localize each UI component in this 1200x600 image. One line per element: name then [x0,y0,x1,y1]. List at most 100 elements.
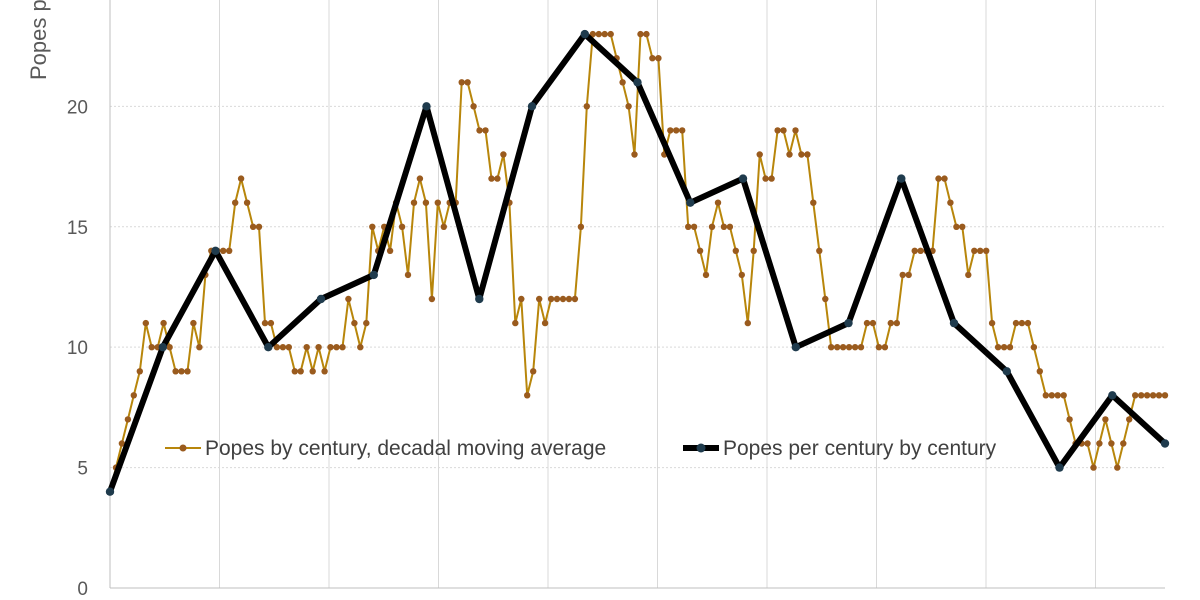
decadal-average-point [816,247,823,254]
decadal-average-point [1006,344,1014,351]
decadal-average-point [685,223,692,230]
decadal-average-point [518,295,525,303]
y-tick-label: 10 [67,338,88,359]
decadal-average-point [839,344,847,351]
decadal-average-point [321,368,328,375]
decadal-average-point [1090,464,1097,471]
decadal-average-point [744,319,751,327]
century-point [791,343,800,352]
century-point [1055,463,1064,472]
decadal-average-point [267,319,275,327]
decadal-average-point [1120,440,1127,447]
decadal-average-point [786,151,793,158]
decadal-average-point [869,319,877,327]
century-point [686,198,695,207]
decadal-average-point [690,223,698,230]
decadal-average-point [464,79,471,86]
decadal-average-point [911,247,918,254]
decadal-average-point [494,175,501,182]
decadal-average-point [285,344,292,351]
legend-swatch-marker [179,444,187,452]
decadal-average-point [595,30,602,38]
decadal-average-point [714,199,722,206]
y-tick-label: 15 [67,218,88,239]
decadal-average-point [750,247,757,254]
decadal-average-point [607,30,614,38]
decadal-average-point [273,344,281,351]
decadal-average-point [977,247,984,254]
decadal-average-point [559,295,567,303]
decadal-average-point [881,344,889,351]
y-tick-labels: 0 5 10 15 20 [67,97,88,600]
decadal-average-point [345,295,352,303]
decadal-average-point [577,223,585,230]
decadal-average-point [553,295,561,303]
century-point [158,343,167,352]
y-tick-label: 5 [77,459,88,480]
century-point [949,318,959,328]
century-point [1108,391,1117,400]
decadal-average-point [988,319,996,327]
decadal-average-point [655,55,662,62]
decadal-average-point [1048,392,1056,399]
decadal-average-point [631,151,638,158]
decadal-average-point [863,319,871,327]
decadal-average-point [589,30,596,38]
decadal-average-point [983,247,990,254]
decadal-average-point [1096,440,1103,447]
decadal-average-point [351,319,358,327]
decadal-average-point [625,103,632,110]
decadal-average-point [172,368,179,375]
decadal-average-point [297,368,304,375]
decadal-average-point [339,344,346,351]
decadal-average-point [291,368,298,375]
decadal-average-point [941,175,948,182]
decadal-average-point [530,368,537,375]
decadal-average-point [1066,416,1073,423]
decadal-average-point [702,271,710,279]
decadal-average-point [1149,392,1157,399]
decadal-average-line [109,33,1165,492]
decadal-average-point [673,127,680,134]
decadal-average-point [1030,344,1038,351]
decadal-average-point [327,344,334,351]
century-point [527,102,537,111]
decadal-average-point [1102,416,1109,423]
legend-label: Popes per century by century [723,437,997,460]
decadal-average-point [422,199,430,206]
decadal-average-point [822,295,829,303]
decadal-average-point [190,319,197,327]
decadal-average-point [905,271,912,279]
decadal-average-point [875,344,883,351]
decadal-average-point [547,295,555,303]
decadal-average-point [1126,416,1133,423]
decadal-average-point [369,223,376,230]
decadal-average-point [583,103,590,110]
decadal-average-point [649,55,656,62]
decadal-average-point [303,344,310,351]
decadal-average-point [667,127,674,134]
decadal-average-point [142,319,149,327]
century-point [369,270,378,280]
y-tick-label: 0 [77,579,88,600]
decadal-average-point [118,440,126,447]
decadal-average-point [398,223,406,230]
decadal-average-point [130,392,137,399]
y-axis-title: Popes p [26,0,51,80]
decadal-average-point [488,175,495,182]
decadal-average-point [857,344,865,351]
decadal-average-point [601,30,608,38]
legend-item-century: Popes per century by century [683,437,997,460]
decadal-average-point [738,271,745,279]
decadal-average-point [309,368,316,375]
decadal-average-point [1042,392,1050,399]
decadal-average-point [971,247,978,254]
decadal-average-point [679,127,686,134]
decadal-average-point [386,247,394,254]
decadal-average-point [696,247,704,254]
decadal-average-point [953,223,960,230]
decadal-average-point [410,199,418,206]
century-point [105,487,115,496]
decadal-average-point [1012,319,1020,327]
